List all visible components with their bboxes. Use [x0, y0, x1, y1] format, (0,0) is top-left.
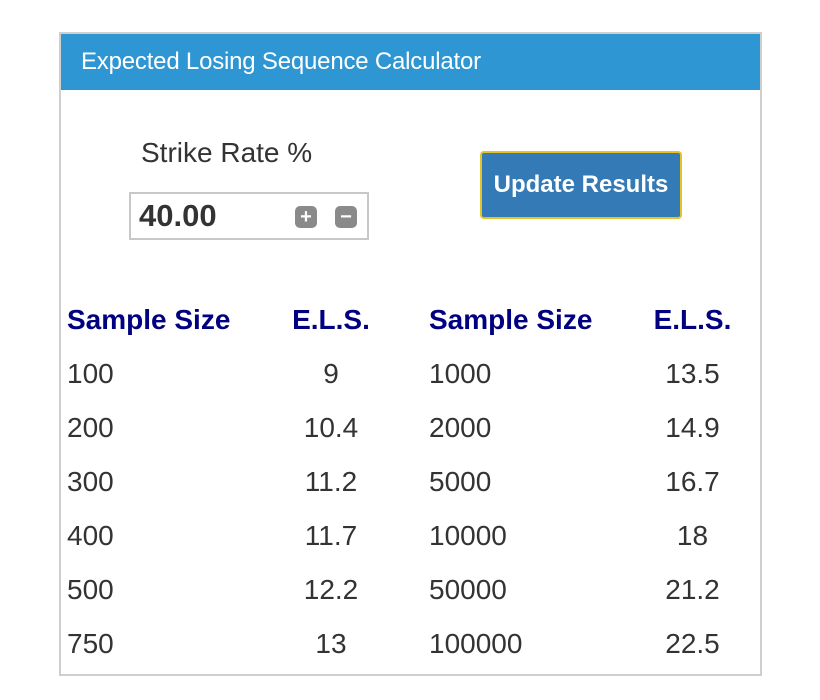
table-cell: 1000: [429, 358, 492, 389]
minus-square-icon[interactable]: −: [335, 206, 357, 228]
table-cell: 13.5: [665, 358, 720, 389]
table-cell: 50000: [429, 574, 507, 605]
table-cell: 9: [323, 358, 339, 389]
table-cell: 200: [67, 412, 114, 443]
table-cell: 10.4: [303, 412, 359, 443]
table-header-els-2: E.L.S.: [653, 304, 732, 335]
panel-title: Expected Losing Sequence Calculator: [61, 34, 760, 90]
table-cell: 12.2: [303, 574, 359, 605]
plus-square-icon[interactable]: +: [295, 206, 317, 228]
table-cell: 18: [676, 520, 709, 551]
table-header-sample-size-2: Sample Size: [429, 304, 593, 335]
table-header-els-1: E.L.S.: [292, 304, 370, 335]
table-cell: 100000: [429, 628, 523, 659]
table-cell: 2000: [429, 412, 492, 443]
table-cell: 10000: [429, 520, 507, 551]
table-cell: 11.2: [304, 466, 358, 497]
table-cell: 100: [67, 358, 114, 389]
table-cell: 21.2: [665, 574, 720, 605]
strike-rate-label: Strike Rate %: [141, 137, 313, 168]
calculator-panel: Expected Losing Sequence Calculator Stri…: [59, 32, 762, 676]
table-cell: 500: [67, 574, 114, 605]
table-header-sample-size-1: Sample Size: [67, 304, 231, 335]
table-cell: 400: [67, 520, 114, 551]
table-cell: 300: [67, 466, 114, 497]
table-cell: 13: [315, 628, 347, 659]
table-cell: 14.9: [665, 412, 720, 443]
strike-rate-stepper: + −: [129, 192, 369, 240]
table-cell: 16.7: [665, 466, 720, 497]
strike-rate-input[interactable]: [139, 197, 279, 235]
update-results-button[interactable]: Update Results: [480, 151, 682, 219]
table-cell: 750: [67, 628, 114, 659]
table-cell: 11.7: [304, 520, 358, 551]
table-cell: 5000: [429, 466, 492, 497]
table-cell: 22.5: [665, 628, 720, 659]
